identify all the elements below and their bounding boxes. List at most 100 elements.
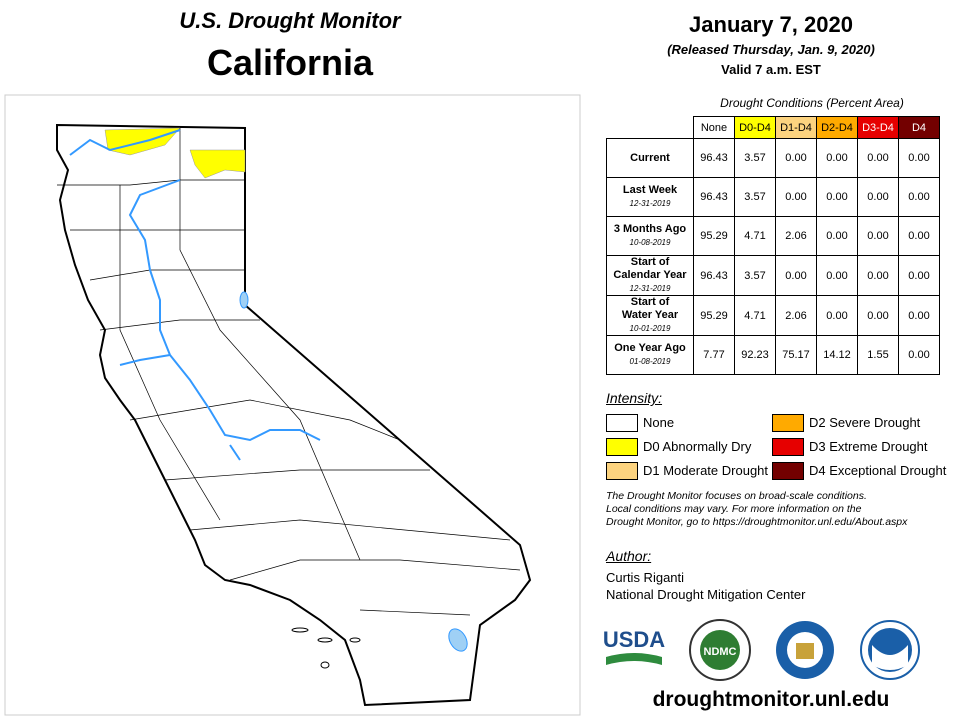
table-cell: 0.00 — [898, 177, 940, 217]
row-label-line: Water Year — [621, 309, 679, 321]
table-cell: 0.00 — [816, 177, 858, 217]
table-cell: 0.00 — [775, 255, 817, 296]
row-label-line: Last Week — [622, 184, 678, 196]
date-block: January 7, 2020 (Released Thursday, Jan.… — [606, 12, 936, 77]
legend-label: D0 Abnormally Dry — [643, 439, 752, 454]
author-title: Author: — [606, 548, 652, 564]
table-row: Current 96.43 3.57 0.00 0.00 0.00 0.00 — [606, 138, 940, 178]
table-cell: 95.29 — [693, 216, 735, 256]
table-cell: 2.06 — [775, 295, 817, 336]
row-label: 3 Months Ago 10-08-2019 — [606, 216, 694, 256]
usda-swoosh — [606, 653, 662, 665]
legend-label: D3 Extreme Drought — [809, 439, 928, 454]
table-cell: 0.00 — [898, 295, 940, 336]
table-cell: 0.00 — [857, 295, 899, 336]
row-label-line: 3 Months Ago — [613, 223, 687, 235]
column-header: None — [693, 116, 735, 139]
legend-label: D1 Moderate Drought — [643, 463, 769, 478]
release: (Released Thursday, Jan. 9, 2020) — [667, 42, 875, 57]
column-header: D4 — [898, 116, 940, 139]
row-date: 01-08-2019 — [629, 357, 671, 366]
column-header: D2-D4 — [816, 116, 858, 139]
table-cell: 4.71 — [734, 295, 776, 336]
d0-area — [189, 149, 246, 179]
table-cell: 3.57 — [734, 138, 776, 178]
table-cell: 0.00 — [775, 177, 817, 217]
legend-title: Intensity: — [606, 390, 663, 406]
table-cell: 75.17 — [775, 335, 817, 375]
row-label: Current — [606, 138, 694, 178]
row-label-line: Calendar Year — [613, 269, 687, 281]
row-label: Start of Calendar Year 12-31-2019 — [606, 255, 694, 296]
map: U.S. Drought Monitor California — [4, 8, 581, 716]
table-row: 3 Months Ago 10-08-2019 95.29 4.71 2.06 0.00 0… — [606, 216, 940, 256]
legend-label: D2 Severe Drought — [809, 415, 921, 430]
conditions-table: None D0-D4 D1-D4 D2-D4 D3-D4 D4 Current 96.43 3.… — [606, 116, 940, 375]
legend-swatch — [772, 462, 804, 480]
ndmc-inner — [700, 630, 740, 670]
table-cell: 0.00 — [857, 255, 899, 296]
table-cell: 0.00 — [775, 138, 817, 178]
note-line: Local conditions may vary. For more info… — [606, 503, 862, 515]
date-title: January 7, 2020 — [689, 12, 853, 37]
table-cell: 96.43 — [693, 255, 735, 296]
row-label-line: Start of — [630, 296, 670, 308]
salton-sea — [448, 628, 468, 652]
rivers — [69, 129, 321, 461]
row-label-line: Current — [630, 151, 670, 164]
row-date: 12-31-2019 — [629, 199, 671, 208]
table-row: Start of Calendar Year 12-31-2019 96.43 3.57… — [606, 255, 940, 296]
table-cell: 0.00 — [898, 255, 940, 296]
table-cell: 7.77 — [693, 335, 735, 375]
row-date: 10-08-2019 — [629, 238, 671, 247]
state-name: California — [207, 42, 374, 83]
ndmc-logo: NDMC — [704, 646, 737, 658]
table-cell: 1.55 — [857, 335, 899, 375]
legend-swatch — [606, 414, 638, 432]
author-org: National Drought Mitigation Center — [606, 587, 806, 602]
table-cell: 0.00 — [816, 255, 858, 296]
url: droughtmonitor.unl.edu — [652, 688, 890, 711]
lake-tahoe — [239, 291, 249, 309]
corner-cell — [607, 117, 694, 139]
table-cell: 96.43 — [693, 138, 735, 178]
note-line: The Drought Monitor focuses on broad-sca… — [606, 490, 867, 502]
table-row: Start of Water Year 10-01-2019 95.29 4.71 2.0… — [606, 295, 940, 336]
table-cell: 0.00 — [898, 335, 940, 375]
row-date: 12-31-2019 — [629, 284, 671, 293]
table-cell: 0.00 — [857, 216, 899, 256]
table-cell: 0.00 — [857, 177, 899, 217]
legend-label: None — [643, 415, 675, 430]
table-cell: 0.00 — [898, 216, 940, 256]
table-cell: 92.23 — [734, 335, 776, 375]
title: U.S. Drought Monitor — [179, 8, 402, 33]
row-label-line: One Year Ago — [614, 342, 686, 354]
logos: USDA NDMC — [603, 619, 920, 681]
row-date: 10-01-2019 — [629, 324, 671, 333]
legend-swatch — [772, 438, 804, 456]
table-cell: 4.71 — [734, 216, 776, 256]
table-cell: 0.00 — [816, 138, 858, 178]
table-cell: 96.43 — [693, 177, 735, 217]
row-label-line: Start of — [630, 256, 670, 268]
note: The Drought Monitor focuses on broad-sca… — [606, 490, 907, 529]
table-cell: 0.00 — [816, 216, 858, 256]
row-label: Start of Water Year 10-01-2019 — [606, 295, 694, 336]
legend-swatch — [772, 414, 804, 432]
table-cell: 0.00 — [898, 138, 940, 178]
legend-swatch — [606, 438, 638, 456]
author-name: Curtis Riganti — [606, 570, 685, 585]
table-row: Last Week 12-31-2019 96.43 3.57 0.00 0.00 0.00… — [606, 177, 940, 217]
header-row: None D0-D4 D1-D4 D2-D4 D3-D4 D4 — [607, 116, 940, 139]
legend-swatch — [606, 462, 638, 480]
table-cell: 0.00 — [857, 138, 899, 178]
islands — [291, 627, 361, 669]
table-cell: 95.29 — [693, 295, 735, 336]
commerce-shield — [796, 643, 814, 659]
row-label: Last Week 12-31-2019 — [606, 177, 694, 217]
table-cell: 3.57 — [734, 255, 776, 296]
table-caption: Drought Conditions (Percent Area) — [720, 96, 904, 110]
table-cell: 2.06 — [775, 216, 817, 256]
row-label: One Year Ago 01-08-2019 — [606, 335, 694, 375]
